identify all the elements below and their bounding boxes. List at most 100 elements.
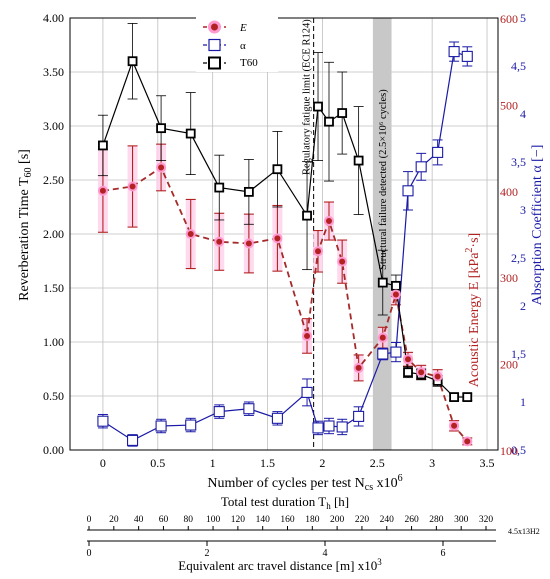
y-left-axis-title: Reverberation Time T60 [s] xyxy=(17,149,34,301)
secondary-axis-distance: 0 2 4 6 Equivalent arc travel distance [m] … xyxy=(87,540,496,573)
e-point xyxy=(302,330,313,341)
t60-point xyxy=(272,164,283,175)
y-right2-ticks: 0,5 1 1,5 2 2,5 3 3,5 4 4,5 5 xyxy=(511,11,526,457)
duration-tick-label: 220 xyxy=(355,515,370,525)
y-left-tick-label: 3.00 xyxy=(43,119,64,133)
t60-point xyxy=(313,101,323,112)
e-point xyxy=(377,332,388,343)
alpha-point xyxy=(353,410,365,422)
t60-point xyxy=(214,182,225,193)
t60-point xyxy=(185,128,196,139)
alpha-point xyxy=(336,421,348,433)
alpha-point xyxy=(213,406,225,418)
duration-tick-label: 280 xyxy=(429,515,444,525)
x-tick-label: 1.5 xyxy=(260,456,275,470)
alpha-point xyxy=(377,348,389,360)
legend-label-e: E xyxy=(239,22,247,34)
alpha-point xyxy=(402,185,414,197)
y-right1-tick-label: 100 xyxy=(500,444,518,458)
y-right1-tick-label: 400 xyxy=(500,185,518,199)
e-point xyxy=(403,354,414,365)
e-point xyxy=(416,367,427,378)
y-right2-tick-label: 0,5 xyxy=(511,443,526,457)
alpha-point xyxy=(323,420,335,432)
x-tick-label: 0.5 xyxy=(150,456,165,470)
y-right2-tick-label: 2,5 xyxy=(511,251,526,265)
t60-point xyxy=(324,116,334,127)
e-point xyxy=(353,362,364,373)
e-point xyxy=(432,371,443,382)
alpha-point xyxy=(390,346,402,358)
t60-point xyxy=(391,280,401,291)
duration-tick-label: 320 xyxy=(479,515,494,525)
alpha-point xyxy=(155,420,167,432)
alpha-point xyxy=(312,422,324,434)
x-title-main: Number of cycles per test N xyxy=(207,476,364,491)
y-right2-tick-label: 3,5 xyxy=(511,155,526,169)
duration-tick-label: 260 xyxy=(404,515,419,525)
e-point xyxy=(462,436,473,447)
y-left-tick-label: 4.00 xyxy=(43,11,64,25)
alpha-point xyxy=(271,412,283,424)
y-left-title-main: Reverberation Time T xyxy=(17,177,32,301)
e-point xyxy=(127,181,138,192)
secondary-axis-duration: Total test duration Th [h] 0 20 40 60 80 100 1… xyxy=(87,494,540,536)
duration-tick-label: 200 xyxy=(330,515,345,525)
y-left-title-sub: 60 xyxy=(23,167,34,177)
alpha-point xyxy=(301,386,313,398)
y-right1-title-sup: 2 xyxy=(464,248,475,253)
e-point xyxy=(272,233,283,244)
y-right2-tick-label: 3 xyxy=(520,203,526,217)
duration-tick-label: 100 xyxy=(206,515,221,525)
distance-tick-label: 0 xyxy=(87,548,92,559)
alpha-point xyxy=(461,50,473,62)
alpha-point xyxy=(243,403,255,415)
t60-point xyxy=(302,210,312,221)
alpha-point xyxy=(97,415,109,427)
legend-label-alpha: α xyxy=(240,40,246,52)
e-point xyxy=(313,246,324,257)
x-tick-label: 1 xyxy=(210,456,216,470)
alpha-point xyxy=(432,146,444,158)
duration-tick-label: 140 xyxy=(256,515,271,525)
distance-axis-title: Equivalent arc travel distance [m] x103 xyxy=(178,557,382,573)
alpha-point xyxy=(127,434,139,446)
t60-point xyxy=(449,392,460,402)
t60-point xyxy=(243,186,254,197)
y-right2-tick-label: 4 xyxy=(520,107,526,121)
y-right2-tick-label: 1,5 xyxy=(511,347,526,361)
e-point xyxy=(214,236,225,247)
y-left-tick-label: 2.50 xyxy=(43,173,64,187)
x-tick-label: 2 xyxy=(319,456,325,470)
t60-point xyxy=(127,56,138,67)
duration-tick-label: 300 xyxy=(454,515,469,525)
duration-tick-label: 20 xyxy=(109,515,119,525)
duration-tick-label: 0 xyxy=(87,515,92,525)
duration-tick-label: 240 xyxy=(380,515,395,525)
duration-tick-label: 120 xyxy=(231,515,246,525)
y-left-tick-label: 1.50 xyxy=(43,281,64,295)
y-left-tick-label: 0.50 xyxy=(43,389,64,403)
duration-tick-label: 80 xyxy=(184,515,194,525)
legend-label-t60: T60 xyxy=(240,57,258,69)
x-title-exp: 6 xyxy=(398,473,403,484)
t60-point xyxy=(403,367,413,378)
x-axis-ticks: 0 0.5 1 1.5 2 2.5 3 3.5 xyxy=(100,456,495,470)
alpha-point xyxy=(185,419,197,431)
e-point xyxy=(323,216,334,227)
e-point xyxy=(390,289,401,300)
e-point xyxy=(243,238,254,249)
duration-axis-end-label: 4.5x13H2 xyxy=(508,527,540,536)
duration-tick-label: 60 xyxy=(159,515,169,525)
t60-point xyxy=(98,140,108,151)
series-layer xyxy=(97,22,473,447)
x-tick-label: 3.5 xyxy=(480,456,495,470)
y-right1-axis-title: Acoustic Energy E [kPa2·s] xyxy=(464,233,482,387)
duration-tick-label: 180 xyxy=(305,515,320,525)
plot-frame xyxy=(69,17,499,451)
legend-entry-e: E xyxy=(203,20,247,34)
t60-point xyxy=(377,277,388,288)
y-left-tick-label: 0.00 xyxy=(43,443,64,457)
x-tick-label: 3 xyxy=(429,456,435,470)
alpha-point xyxy=(415,161,427,173)
